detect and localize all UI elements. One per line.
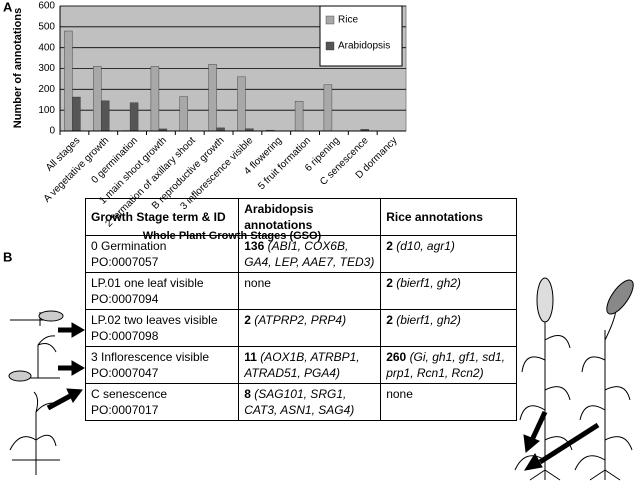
genes: (ABI1, COX6B, GA4, LEP, AAE7, TED3) (244, 239, 375, 269)
term-id: PO:0007047 (91, 366, 159, 380)
term-cell: LP.01 one leaf visible PO:0007094 (84, 272, 240, 310)
bar (101, 100, 110, 132)
y-tick-label: 100 (38, 105, 55, 116)
table-row: 3 Inflorescence visible PO:0007047 11 (AOX… (84, 346, 517, 384)
header-cell: Rice annotations (380, 198, 517, 236)
bar (72, 96, 81, 132)
count: 260 (386, 350, 407, 364)
header-row: Growth Stage term & ID Arabidopsis annota… (84, 198, 517, 236)
rice-cell: 2 (d10, agr1) (380, 235, 517, 273)
count: 11 (244, 350, 257, 364)
count: 8 (244, 387, 251, 401)
table-row: LP.02 two leaves visible PO:0007098 2 (ATP… (84, 309, 517, 347)
count: 2 (386, 239, 393, 253)
panel-label: A (3, 0, 13, 14)
rice-cell: 260 (Gi, gh1, gf1, sd1, prp1, Rcn1, Rcn2… (380, 346, 517, 384)
term: C senescence (91, 387, 168, 401)
arabidopsis-cell: 2 (ATPRP2, PRP4) (238, 309, 382, 347)
rice-cell: 2 (bierf1, gh2) (380, 309, 517, 347)
legend-label: Arabidopsis (338, 41, 390, 52)
term: 0 Germination (91, 239, 167, 253)
genes: (bierf1, gh2) (396, 276, 461, 290)
term: 3 Inflorescence visible (91, 350, 210, 364)
y-axis-title: Number of annotations (12, 8, 24, 128)
legend-swatch (325, 41, 335, 51)
y-tick-label: 200 (38, 84, 55, 95)
rice-cell: 2 (bierf1, gh2) (380, 272, 517, 310)
bar (294, 101, 304, 132)
count: 2 (386, 313, 393, 327)
table-row: 0 Germination PO:0007057 136 (ABI1, COX6B,… (84, 235, 517, 273)
count: 2 (244, 313, 251, 327)
panel-label: B (3, 249, 12, 264)
genes: (AOX1B, ATRBP1, ATRAD51, PGA4) (244, 350, 360, 380)
table-row: LP.01 one leaf visible PO:0007094 none 2 (b… (84, 272, 517, 310)
term-id: PO:0007094 (91, 292, 159, 306)
bar (129, 102, 139, 132)
rice-cell: none (380, 383, 517, 421)
y-tick-label: 500 (38, 21, 55, 32)
arabidopsis-cell: 11 (AOX1B, ATRBP1, ATRAD51, PGA4) (238, 346, 382, 384)
arabidopsis-cell: none (238, 272, 382, 310)
count: 2 (386, 276, 393, 290)
arabidopsis-cell: 8 (SAG101, SRG1, CAT3, ASN1, SAG4) (238, 383, 382, 421)
term-cell: 0 Germination PO:0007057 (84, 235, 240, 273)
none-text: none (244, 276, 271, 290)
genes: (SAG101, SRG1, CAT3, ASN1, SAG4) (244, 387, 355, 417)
term-id: PO:0007017 (91, 403, 159, 417)
bar (93, 66, 102, 132)
legend-label: Rice (338, 15, 358, 26)
genes: (ATPRP2, PRP4) (254, 313, 347, 327)
term-cell: 3 Inflorescence visible PO:0007047 (84, 346, 240, 384)
y-tick-label: 400 (38, 42, 55, 53)
bar (150, 66, 160, 132)
bar (323, 84, 333, 132)
header-cell: Growth Stage term & ID (84, 198, 240, 236)
genes: (Gi, gh1, gf1, sd1, prp1, Rcn1, Rcn2) (386, 350, 505, 380)
term-id: PO:0007098 (91, 329, 159, 343)
y-tick-label: 300 (38, 63, 55, 74)
bar (64, 30, 73, 132)
legend-swatch (325, 15, 335, 25)
arabidopsis-cell: 136 (ABI1, COX6B, GA4, LEP, AAE7, TED3) (238, 235, 382, 273)
term-cell: C senescence PO:0007017 (84, 383, 240, 421)
legend-box (319, 5, 403, 67)
header-cell: Arabidopsis annotations (238, 198, 382, 236)
y-tick-label: 0 (49, 126, 55, 137)
bar (237, 76, 246, 132)
y-tick-label: 600 (38, 1, 55, 12)
term: LP.01 one leaf visible (91, 276, 204, 290)
drawings (8, 277, 634, 481)
table-row: C senescence PO:0007017 8 (SAG101, SRG1, C… (84, 383, 517, 421)
bar (208, 64, 217, 132)
arrows (46, 322, 600, 471)
bar (179, 96, 188, 132)
none-text: none (386, 387, 413, 401)
term-id: PO:0007057 (91, 255, 159, 269)
count: 136 (244, 239, 265, 253)
genes: (d10, agr1) (396, 239, 455, 253)
term: LP.02 two leaves visible (91, 313, 218, 327)
term-cell: LP.02 two leaves visible PO:0007098 (84, 309, 240, 347)
annotation-table: Growth Stage term & ID Arabidopsis annota… (84, 198, 517, 421)
genes: (bierf1, gh2) (396, 313, 461, 327)
